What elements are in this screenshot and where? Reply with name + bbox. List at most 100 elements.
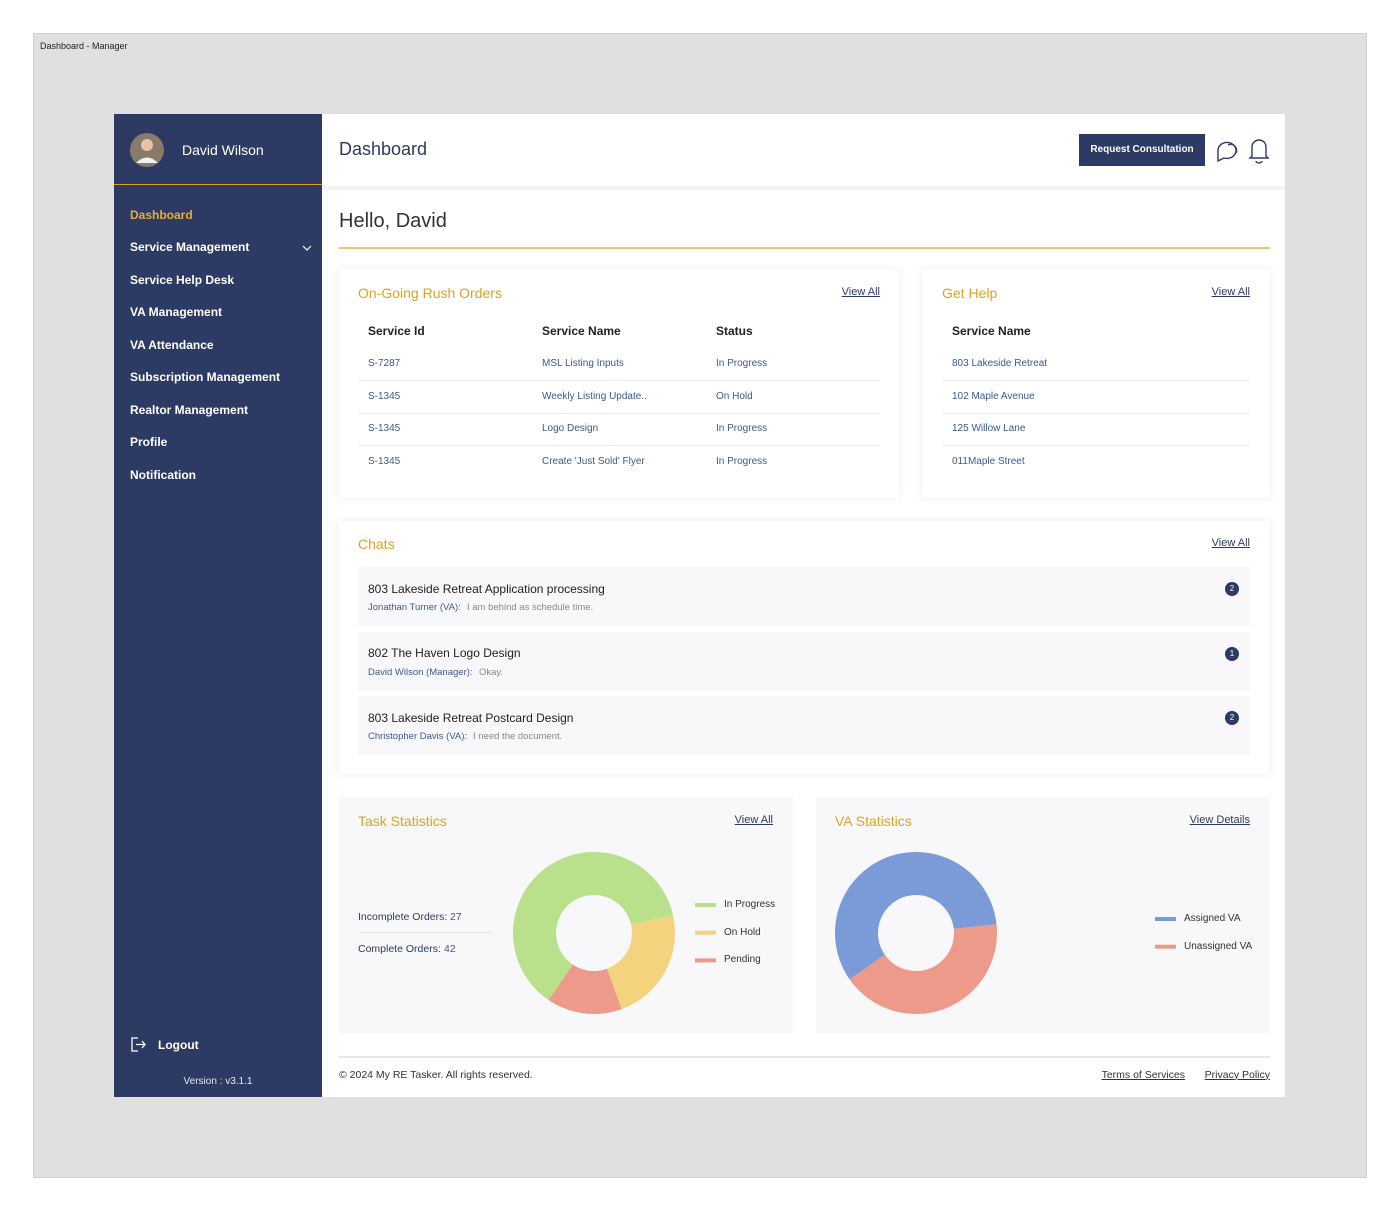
summary-value: 42	[444, 942, 456, 955]
unread-badge: 2	[1225, 582, 1239, 596]
nav-item[interactable]: Notification	[130, 467, 196, 482]
rush-card	[339, 269, 899, 498]
table-cell: In Progress	[716, 455, 768, 467]
chat-message: I need the document.	[473, 731, 563, 743]
chat-item[interactable]	[358, 567, 1250, 626]
column-header: Service Id	[368, 323, 425, 338]
table-cell: Logo Design	[542, 423, 599, 435]
legend-swatch	[1155, 944, 1176, 949]
nav-item[interactable]: Dashboard	[130, 207, 193, 222]
chat-subject: 802 The Haven Logo Design	[368, 646, 521, 661]
greeting: Hello, David	[339, 210, 447, 232]
unread-badge: 1	[1225, 646, 1239, 661]
summary-divider	[358, 932, 492, 933]
bell-icon[interactable]	[1248, 139, 1270, 164]
version: Version : v3.1.1	[183, 1076, 253, 1087]
row-divider	[942, 445, 1250, 447]
view-link[interactable]: View All	[841, 286, 880, 299]
card-title: Get Help	[942, 284, 998, 301]
row-divider	[942, 380, 1250, 381]
legend-swatch	[695, 903, 716, 907]
avatar-face	[141, 139, 153, 151]
chat-subject: 803 Lakeside Retreat Postcard Design	[368, 710, 574, 725]
nav-item[interactable]: Service Help Desk	[130, 272, 235, 287]
help-card	[922, 269, 1270, 498]
chat-message: Okay.	[479, 666, 504, 678]
legend-label: On Hold	[724, 926, 761, 938]
table-cell: 011Maple Street	[952, 455, 1025, 467]
column-header: Service Name	[542, 323, 621, 338]
chat-message: I am behind as schedule time.	[467, 602, 594, 614]
consult-button[interactable]: Request Consultation	[1079, 134, 1205, 166]
copyright: © 2024 My RE Tasker. All rights reserved…	[339, 1068, 533, 1081]
table-cell: S-1345	[368, 423, 401, 435]
chat-icon[interactable]	[1217, 141, 1238, 163]
table-cell: In Progress	[716, 358, 768, 369]
nav-item[interactable]: VA Attendance	[130, 337, 214, 352]
view-link[interactable]: View Details	[1189, 814, 1250, 827]
donut-segment	[548, 964, 622, 1014]
table-cell: On Hold	[716, 390, 753, 402]
table-cell: S-1345	[368, 455, 401, 467]
footer-link[interactable]: Privacy Policy	[1204, 1068, 1270, 1081]
user-name: David Wilson	[182, 141, 264, 158]
table-cell: 102 Maple Avenue	[952, 390, 1035, 402]
table-cell: 803 Lakeside Retreat	[952, 358, 1048, 369]
table-cell: Create 'Just Sold' Flyer	[542, 455, 645, 467]
row-divider	[358, 380, 880, 381]
row-divider	[358, 445, 880, 447]
chevron[interactable]	[302, 245, 312, 251]
table-cell: 125 Willow Lane	[952, 423, 1026, 435]
chat-sender: Christopher Davis (VA):	[368, 731, 468, 743]
nav-item[interactable]: Service Management	[130, 240, 250, 255]
legend-label: In Progress	[724, 899, 776, 910]
avatar-body	[136, 157, 158, 163]
column-header: Service Name	[952, 323, 1031, 338]
legend-label: Assigned VA	[1184, 913, 1241, 924]
chat-item[interactable]	[358, 631, 1250, 691]
donut-segment	[513, 852, 673, 1001]
chat-sender: Jonathan Turner (VA):	[368, 602, 461, 614]
card-title: On-Going Rush Orders	[358, 284, 502, 301]
donut-segment	[849, 924, 998, 1015]
view-link[interactable]: View All	[734, 814, 773, 827]
summary-value: 27	[450, 910, 462, 923]
row-divider	[942, 412, 1250, 414]
column-header: Status	[716, 323, 753, 338]
card-title: Chats	[358, 535, 395, 552]
summary-label: Incomplete Orders:	[358, 910, 448, 923]
view-link[interactable]: View All	[1211, 286, 1250, 299]
sidebar	[114, 114, 322, 1097]
nav-item[interactable]: Subscription Management	[130, 370, 281, 385]
row-divider	[358, 412, 880, 414]
logout[interactable]: Logout	[158, 1037, 199, 1052]
footer-link[interactable]: Terms of Services	[1101, 1068, 1185, 1081]
legend-label: Pending	[724, 954, 761, 966]
chat-subject: 803 Lakeside Retreat Application process…	[368, 581, 605, 596]
legend-swatch	[695, 958, 716, 963]
legend-swatch	[695, 930, 716, 935]
logout-icon[interactable]	[131, 1037, 146, 1052]
header-shadow	[322, 186, 1285, 190]
nav-item[interactable]: Realtor Management	[130, 402, 249, 417]
window-title: Dashboard - Manager	[40, 41, 128, 51]
card-title: Task Statistics	[358, 812, 447, 829]
summary-label: Complete Orders:	[358, 942, 441, 955]
donut-segment	[606, 915, 675, 1010]
page-title: Dashboard	[339, 139, 428, 160]
table-cell: S-7287	[368, 358, 401, 369]
nav-item[interactable]: Profile	[130, 435, 168, 450]
sidebar-divider	[114, 184, 322, 185]
chat-sender: David Wilson (Manager):	[368, 666, 473, 678]
card-title: VA Statistics	[835, 812, 912, 829]
chat-item[interactable]	[358, 696, 1250, 755]
legend-label: Unassigned VA	[1184, 940, 1253, 952]
nav-item[interactable]: VA Management	[130, 305, 223, 320]
legend-swatch	[1155, 917, 1176, 921]
donut-segment	[835, 852, 997, 980]
table-cell: Weekly Listing Update..	[542, 390, 647, 402]
view-link[interactable]: View All	[1211, 537, 1250, 550]
table-cell: In Progress	[716, 423, 768, 435]
